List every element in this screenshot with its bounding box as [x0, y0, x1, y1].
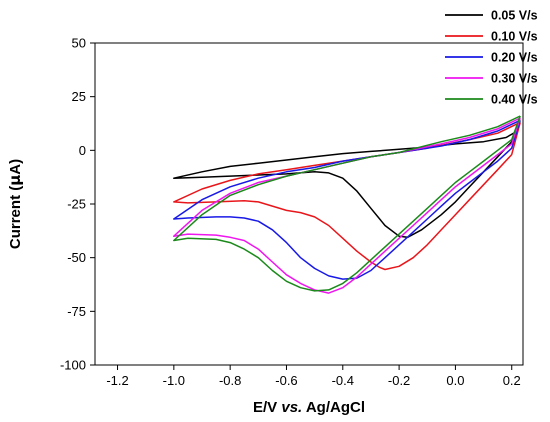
legend-label: 0.10 V/s: [491, 30, 538, 44]
series-line-1: [173, 130, 519, 239]
x-tick-label: 0.0: [446, 373, 464, 388]
legend-label: 0.05 V/s: [491, 9, 538, 23]
x-tick-label: -0.2: [388, 373, 410, 388]
series-layer: [173, 115, 521, 294]
legend-label: 0.30 V/s: [491, 72, 538, 86]
x-tick-label: -1.2: [106, 373, 128, 388]
x-tick-label: -1.0: [163, 373, 185, 388]
y-tick-label: -100: [60, 358, 86, 373]
legend-label: 0.20 V/s: [491, 51, 538, 65]
y-tick-label: 25: [72, 89, 86, 104]
plot-frame: [94, 42, 524, 366]
x-tick-label: 0.2: [503, 373, 521, 388]
x-tick-label: -0.8: [219, 373, 241, 388]
y-tick-label: 50: [72, 36, 86, 51]
y-tick-label: -50: [67, 250, 86, 265]
x-tick-label: -0.6: [275, 373, 297, 388]
series-line-5: [173, 115, 521, 292]
legend-label: 0.40 V/s: [491, 93, 538, 107]
series-line-4: [173, 117, 521, 294]
series-line-3: [173, 119, 521, 280]
y-tick-label: -75: [67, 304, 86, 319]
x-tick-label: -0.4: [332, 373, 354, 388]
y-tick-label: 0: [79, 143, 86, 158]
legend: 0.05 V/s 0.10 V/s 0.20 V/s 0.30 V/s 0.40 V/s: [445, 9, 538, 107]
tick-layer: -1.2 -1.0 -0.8 -0.6 -0.4 -0.2 0.0 0.2 -100 -75 -50…: [60, 36, 521, 389]
y-tick-label: -25: [67, 197, 86, 212]
x-axis-title: E/V vs. Ag/AgCl: [253, 399, 365, 416]
y-axis-title: Current (μA): [6, 159, 24, 249]
